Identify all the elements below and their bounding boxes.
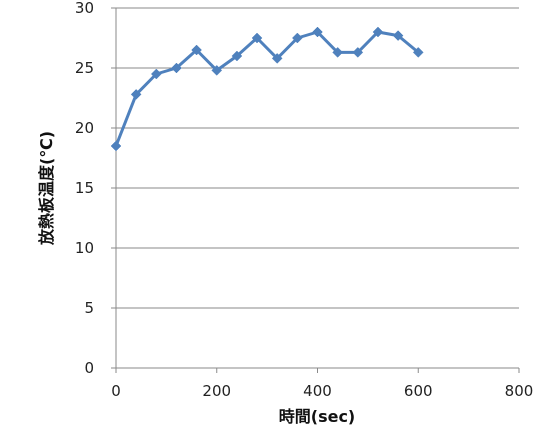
data-point (291, 32, 303, 44)
axes (111, 7, 520, 373)
data-point (392, 30, 404, 41)
y-axis-title: 放熱板温度(℃) (37, 131, 56, 246)
series-line (114, 30, 420, 147)
gridlines (116, 7, 519, 309)
data-point (171, 62, 182, 74)
x-tick-labels: 0 200 400 600 800 (111, 382, 533, 400)
data-point (312, 26, 323, 38)
y-tick-labels: 0 5 10 15 20 25 30 (75, 0, 94, 377)
data-point (332, 47, 344, 58)
data-point (271, 53, 283, 64)
data-point (251, 32, 263, 44)
data-point (231, 50, 243, 62)
y-tick-label: 25 (75, 59, 94, 77)
x-axis-title: 時間(sec) (279, 407, 356, 426)
x-tick-label: 0 (111, 382, 121, 400)
y-tick-label: 10 (75, 239, 94, 257)
data-point (352, 47, 364, 58)
series (110, 26, 424, 152)
data-point (150, 68, 162, 80)
y-tick-label: 0 (84, 359, 94, 377)
x-tick-label: 800 (505, 382, 534, 400)
x-tick-label: 200 (202, 382, 231, 400)
x-tick-label: 400 (303, 382, 332, 400)
data-point (211, 65, 223, 76)
y-tick-label: 5 (84, 299, 94, 317)
data-point (130, 89, 142, 100)
x-tick-label: 600 (404, 382, 433, 400)
data-point (412, 47, 424, 58)
y-tick-label: 20 (75, 119, 94, 137)
data-point (191, 44, 202, 56)
y-tick-label: 30 (75, 0, 94, 17)
y-tick-label: 15 (75, 179, 94, 197)
data-point (372, 26, 384, 38)
data-point (110, 140, 122, 152)
